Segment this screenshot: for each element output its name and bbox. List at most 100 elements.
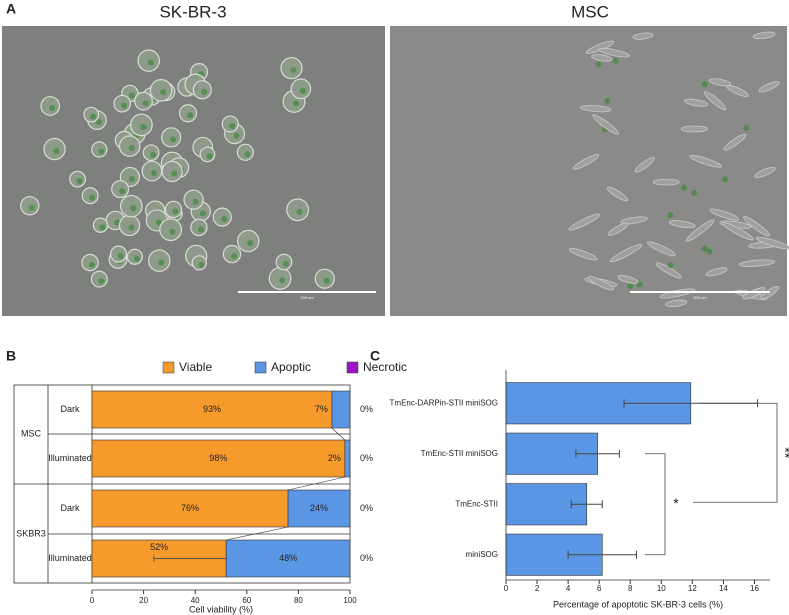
panel-label: C	[370, 348, 380, 364]
bar-segment	[331, 390, 351, 429]
y-tick-label: TmEnc-STII miniSOG	[421, 449, 498, 458]
cell-stain	[197, 226, 204, 233]
cell	[652, 178, 680, 186]
cell-stain	[28, 204, 35, 211]
cell-stain	[612, 57, 619, 64]
cell	[680, 125, 709, 133]
cell-stain	[323, 277, 330, 284]
cell	[620, 216, 648, 225]
value-label: 76%	[181, 503, 199, 513]
cell-stain	[128, 92, 135, 99]
cell-stain	[96, 119, 103, 126]
x-tick-label: 14	[719, 584, 728, 593]
cell-stain	[206, 153, 213, 160]
x-tick-label: 4	[566, 584, 571, 593]
bar-segment	[91, 439, 346, 478]
cell-stain	[147, 59, 154, 66]
cell	[684, 98, 709, 107]
bar-segment	[91, 489, 289, 528]
cell-stain	[140, 123, 147, 130]
group-label: SKBR3	[16, 528, 46, 538]
value-label: 0%	[360, 404, 373, 414]
x-tick-label: 60	[242, 596, 251, 605]
value-label: 93%	[203, 404, 221, 414]
legend-label: Viable	[179, 360, 212, 374]
cell	[705, 267, 728, 277]
cell	[568, 248, 598, 261]
cell-stain	[706, 248, 713, 255]
legend-swatch	[162, 361, 175, 374]
cell-stain	[722, 176, 729, 183]
legend-label: Necrotic	[363, 360, 407, 374]
panel-label: B	[6, 348, 16, 364]
cell	[743, 216, 770, 237]
x-tick-label: 0	[90, 596, 95, 605]
cell-stain	[117, 253, 124, 260]
cell-stain	[229, 122, 236, 129]
cell-stain	[128, 145, 135, 152]
cell-stain	[160, 89, 167, 96]
cell-stain	[244, 151, 251, 158]
cell-stain	[142, 100, 149, 107]
cell-stain	[76, 178, 83, 185]
cell-stain	[192, 198, 199, 205]
legend-label: Apoptic	[271, 360, 311, 374]
cell	[685, 219, 715, 242]
cell-stain	[701, 245, 708, 252]
cell-stain	[89, 194, 96, 201]
cell	[752, 31, 776, 40]
sig-label: **	[777, 447, 789, 458]
cell-stain	[155, 219, 162, 226]
cell-stain	[701, 81, 708, 88]
cell	[722, 222, 754, 241]
cell-stain	[198, 261, 205, 268]
cell-stain	[247, 240, 254, 247]
row-label: Dark	[60, 503, 80, 513]
bar-segment	[287, 489, 351, 528]
cell-stain	[128, 224, 135, 231]
scale-label: 200 um	[300, 295, 314, 300]
cell-stain	[170, 136, 177, 143]
cell-stain	[121, 102, 128, 109]
connector	[288, 476, 345, 491]
cell	[723, 133, 747, 151]
cell	[665, 299, 688, 307]
cell-stain	[691, 189, 698, 196]
row-label: Illuminated	[48, 553, 92, 563]
sig-bracket	[645, 453, 666, 556]
scale-label: 200 um	[693, 295, 707, 300]
micrograph	[390, 26, 787, 316]
bar-segment	[344, 439, 351, 478]
cell-stain	[133, 255, 140, 262]
cell-stain	[98, 278, 105, 285]
cell-stain	[171, 170, 178, 177]
x-tick-label: 40	[191, 596, 200, 605]
x-tick-label: 10	[657, 584, 666, 593]
cell	[755, 236, 789, 250]
cell	[580, 105, 612, 113]
image-title: MSC	[571, 2, 609, 21]
cell-stain	[743, 124, 750, 131]
cell-stain	[199, 210, 206, 217]
cell	[598, 47, 631, 58]
value-label: 98%	[209, 453, 227, 463]
cell	[609, 243, 643, 263]
cell	[634, 157, 655, 173]
cell-stain	[221, 216, 228, 223]
cell	[607, 222, 629, 236]
cell	[646, 241, 676, 257]
value-label: 24%	[310, 503, 328, 513]
value-label: 0%	[360, 503, 373, 513]
value-label: 48%	[279, 553, 297, 563]
cell-stain	[128, 175, 135, 182]
cell	[758, 81, 780, 93]
cell-stain	[150, 151, 157, 158]
cell	[592, 114, 619, 135]
cell-stain	[293, 100, 300, 107]
value-label: 0%	[360, 553, 373, 563]
cell-stain	[282, 261, 289, 268]
x-tick-label: 6	[597, 584, 602, 593]
value-label: 0%	[360, 453, 373, 463]
cell-stain	[89, 261, 96, 268]
cell-stain	[119, 188, 126, 195]
